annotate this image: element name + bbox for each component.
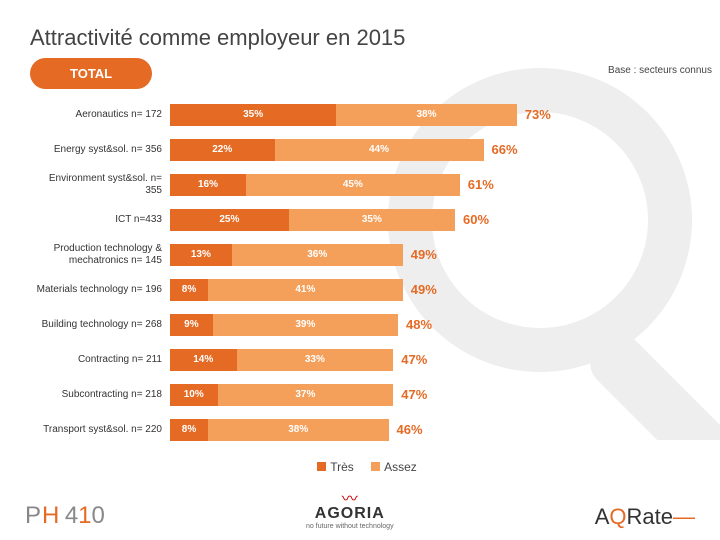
row-total: 73% xyxy=(525,107,551,122)
segment-assez: 36% xyxy=(232,244,403,266)
page-title: Attractivité comme employeur en 2015 xyxy=(30,25,405,51)
chart-row: Environment syst&sol. n= 35516%45% 61% xyxy=(30,170,630,199)
row-bars: 8%41% 49% xyxy=(170,279,550,301)
row-label: Contracting n= 211 xyxy=(30,354,170,366)
chart-row: Contracting n= 21114%33% 47% xyxy=(30,345,630,374)
row-bars: 14%33% 47% xyxy=(170,349,550,371)
segment-assez: 38% xyxy=(336,104,517,126)
row-label: Transport syst&sol. n= 220 xyxy=(30,424,170,436)
row-label: Materials technology n= 196 xyxy=(30,284,170,296)
chart-row: Transport syst&sol. n= 2208%38% 46% xyxy=(30,415,630,444)
segment-tres: 22% xyxy=(170,139,275,161)
row-bars: 10%37% 47% xyxy=(170,384,550,406)
chart-row: Energy syst&sol. n= 35622%44% 66% xyxy=(30,135,630,164)
row-bars: 16%45% 61% xyxy=(170,174,550,196)
row-bars: 13%36% 49% xyxy=(170,244,550,266)
total-pill: TOTAL xyxy=(30,58,152,89)
row-label: Building technology n= 268 xyxy=(30,319,170,331)
row-total: 48% xyxy=(406,317,432,332)
legend: Très Assez xyxy=(0,460,720,474)
row-label: Energy syst&sol. n= 356 xyxy=(30,144,170,156)
segment-tres: 25% xyxy=(170,209,289,231)
row-total: 66% xyxy=(492,142,518,157)
segment-tres: 35% xyxy=(170,104,336,126)
segment-tres: 10% xyxy=(170,384,218,406)
row-label: ICT n=433 xyxy=(30,214,170,226)
chart-row: Subcontracting n= 21810%37% 47% xyxy=(30,380,630,409)
row-total: 46% xyxy=(397,422,423,437)
segment-assez: 41% xyxy=(208,279,403,301)
segment-assez: 35% xyxy=(289,209,455,231)
row-label: Aeronautics n= 172 xyxy=(30,109,170,121)
chart-row: Production technology & mechatronics n= … xyxy=(30,240,630,269)
row-bars: 35%38% 73% xyxy=(170,104,551,126)
footer-logos: PH 410 〰 AGORIA no future without techno… xyxy=(25,486,695,530)
row-total: 61% xyxy=(468,177,494,192)
segment-assez: 45% xyxy=(246,174,460,196)
row-label: Environment syst&sol. n= 355 xyxy=(30,173,170,196)
segment-tres: 13% xyxy=(170,244,232,266)
row-label: Production technology & mechatronics n= … xyxy=(30,243,170,266)
bar-chart: Aeronautics n= 17235%38%73%Energy syst&s… xyxy=(30,100,630,450)
logo-aqrate: AQRate― xyxy=(595,504,695,530)
row-bars: 8%38% 46% xyxy=(170,419,550,441)
segment-assez: 39% xyxy=(213,314,398,336)
chart-row: Building technology n= 2689%39% 48% xyxy=(30,310,630,339)
logo-agoria: 〰 AGORIA no future without technology xyxy=(306,494,394,530)
row-total: 49% xyxy=(411,247,437,262)
segment-tres: 9% xyxy=(170,314,213,336)
segment-tres: 16% xyxy=(170,174,246,196)
row-total: 47% xyxy=(401,352,427,367)
chart-row: Materials technology n= 1968%41% 49% xyxy=(30,275,630,304)
row-bars: 25%35% 60% xyxy=(170,209,550,231)
segment-assez: 38% xyxy=(208,419,389,441)
segment-assez: 37% xyxy=(218,384,394,406)
legend-assez: Assez xyxy=(384,460,417,474)
logo-ph410: PH 410 xyxy=(25,502,105,530)
legend-tres: Très xyxy=(330,460,354,474)
segment-tres: 8% xyxy=(170,419,208,441)
row-bars: 22%44% 66% xyxy=(170,139,550,161)
chart-row: ICT n=43325%35% 60% xyxy=(30,205,630,234)
row-total: 47% xyxy=(401,387,427,402)
segment-tres: 8% xyxy=(170,279,208,301)
chart-row: Aeronautics n= 17235%38% 73% xyxy=(30,100,630,129)
base-note: Base : secteurs connus xyxy=(608,65,712,76)
row-bars: 9%39% 48% xyxy=(170,314,550,336)
segment-assez: 33% xyxy=(237,349,394,371)
row-total: 49% xyxy=(411,282,437,297)
row-label: Subcontracting n= 218 xyxy=(30,389,170,401)
segment-tres: 14% xyxy=(170,349,237,371)
segment-assez: 44% xyxy=(275,139,484,161)
row-total: 60% xyxy=(463,212,489,227)
